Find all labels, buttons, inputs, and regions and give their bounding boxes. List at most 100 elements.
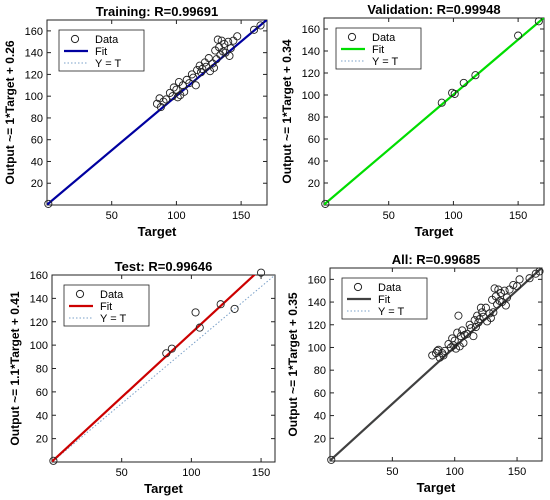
x-axis-label: Target	[417, 480, 456, 495]
chart-title: All: R=0.99685	[392, 252, 481, 267]
y-tick-label: 80	[36, 364, 48, 376]
data-point	[159, 97, 168, 106]
chart-title: Test: R=0.99646	[115, 259, 213, 274]
fit-line	[52, 275, 256, 462]
data-point	[476, 303, 485, 312]
data-point	[168, 92, 177, 101]
x-axis-label: Target	[144, 481, 183, 496]
x-axis-label: Target	[138, 224, 177, 239]
data-point	[439, 351, 448, 360]
data-point	[216, 300, 225, 309]
y-tick-label: 40	[31, 156, 43, 168]
y-tick-label: 80	[31, 113, 43, 125]
legend-data-marker	[70, 34, 80, 44]
y-axis-label: Output ~= 1.1*Target + 0.41	[8, 291, 22, 445]
data-point	[485, 309, 494, 318]
legend-data-label: Data	[100, 289, 124, 301]
y-tick-label: 20	[314, 433, 326, 445]
data-point	[486, 313, 495, 323]
data-point	[450, 89, 459, 98]
data-point	[167, 344, 176, 353]
data-point	[213, 35, 222, 44]
y-tick-label: 100	[25, 91, 43, 103]
data-point	[535, 267, 544, 276]
data-point	[191, 308, 200, 317]
y-tick-label: 80	[308, 112, 320, 124]
y-tick-label: 20	[31, 178, 43, 190]
y-tick-label: 120	[308, 320, 326, 332]
data-point	[454, 311, 463, 320]
y-tick-label: 140	[302, 46, 320, 58]
chart-title: Validation: R=0.99948	[367, 2, 500, 17]
data-point	[509, 280, 518, 290]
data-point	[169, 83, 178, 92]
y-tick-label: 40	[314, 411, 326, 423]
y-tick-label: 100	[302, 90, 320, 102]
data-point	[513, 282, 522, 291]
data-point	[180, 87, 189, 96]
x-tick-label: 50	[386, 466, 398, 478]
y-tick-label: 140	[25, 48, 43, 60]
y-axis-label: Output ~= 1*Target + 0.35	[286, 292, 300, 436]
data-point	[503, 293, 512, 302]
identity-line	[52, 275, 275, 462]
data-point	[256, 21, 265, 30]
x-tick-label: 100	[167, 210, 185, 222]
x-tick-label: 150	[509, 210, 527, 222]
fit-line	[47, 20, 267, 205]
y-tick-label: 60	[314, 388, 326, 400]
y-tick-label: 160	[25, 26, 43, 38]
y-tick-label: 160	[302, 24, 320, 36]
data-point	[162, 95, 171, 104]
data-point	[250, 25, 259, 34]
x-tick-label: 100	[446, 466, 464, 478]
data-point	[321, 199, 330, 208]
legend-data-label: Data	[95, 34, 119, 46]
y-tick-label: 100	[308, 342, 326, 354]
legend-data-marker	[353, 282, 363, 292]
data-point	[162, 349, 171, 358]
data-point	[489, 308, 498, 317]
y-tick-label: 60	[31, 135, 43, 147]
x-tick-label: 50	[116, 467, 128, 479]
legend-identity-label: Y = T	[378, 306, 404, 318]
y-tick-label: 160	[308, 274, 326, 286]
data-point	[459, 338, 468, 347]
data-point	[438, 349, 447, 358]
x-tick-label: 100	[182, 467, 200, 479]
legend-fit-label: Fit	[100, 301, 112, 313]
data-point	[446, 343, 456, 352]
data-point	[230, 304, 239, 313]
x-tick-label: 50	[106, 210, 118, 222]
legend-box	[335, 27, 422, 70]
data-point	[195, 323, 204, 332]
data-point	[193, 66, 202, 75]
data-point	[471, 322, 480, 332]
y-tick-label: 140	[308, 297, 326, 309]
fit-line	[330, 268, 542, 461]
data-point	[437, 98, 446, 107]
data-point	[233, 32, 242, 41]
data-point	[514, 31, 523, 40]
y-axis-label: Output ~= 1*Target + 0.26	[3, 40, 17, 184]
legend-data-marker	[75, 289, 85, 299]
y-tick-label: 20	[308, 178, 320, 190]
legend-identity-label: Y = T	[95, 58, 121, 70]
x-axis-label: Target	[415, 224, 454, 239]
y-axis-label: Output ~= 1*Target + 0.34	[280, 39, 294, 183]
x-tick-label: 100	[444, 210, 462, 222]
x-tick-label: 150	[252, 467, 270, 479]
data-point	[466, 324, 475, 333]
y-tick-label: 120	[25, 69, 43, 81]
data-point	[471, 71, 480, 80]
y-tick-label: 60	[36, 387, 48, 399]
legend-fit-label: Fit	[372, 44, 384, 56]
data-point	[490, 284, 499, 293]
